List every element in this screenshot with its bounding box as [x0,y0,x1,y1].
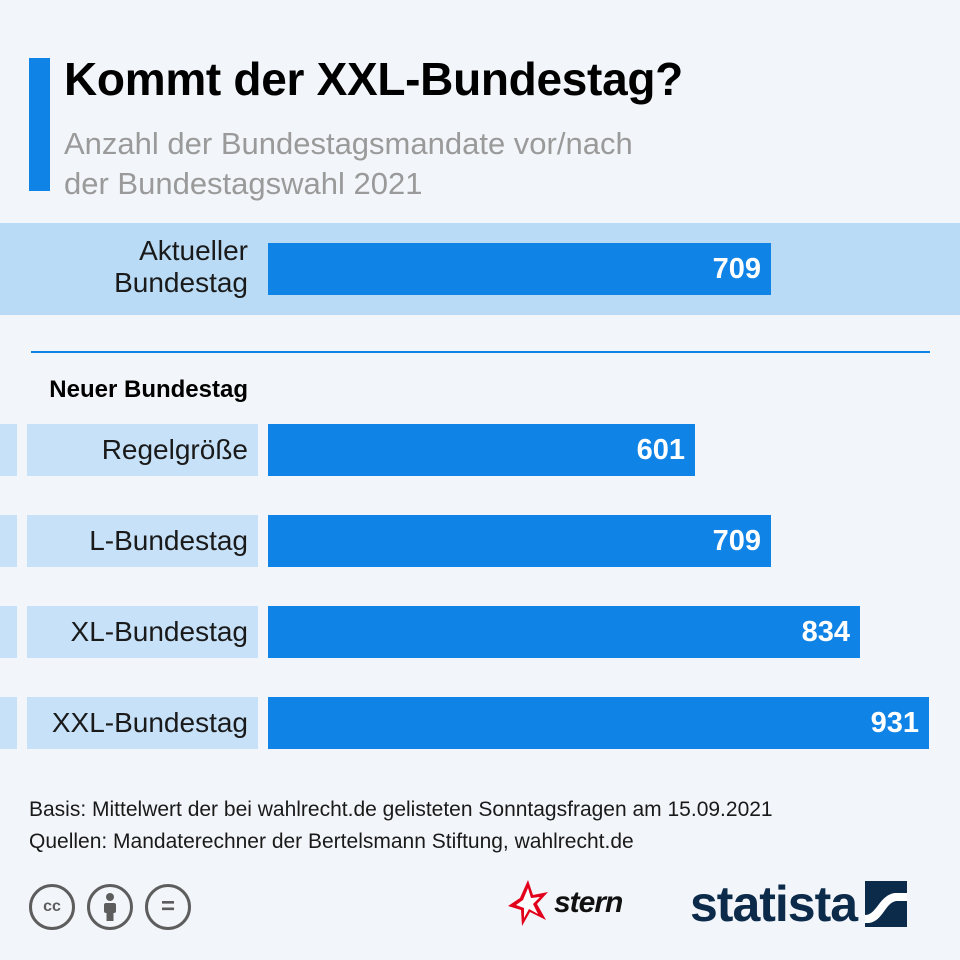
title-accent-bar [29,58,50,191]
chart-footer: Basis: Mittelwert der bei wahlrecht.de g… [29,794,773,858]
bar: 931 [268,697,929,749]
row-stub [0,606,17,658]
bar-value: 601 [636,434,685,466]
chart-subtitle: Anzahl der Bundestagsmandate vor/nach de… [64,124,704,204]
label-box [27,424,258,476]
stern-wordmark: stern [554,886,623,919]
footer-sources: Quellen: Mandaterechner der Bertelsmann … [29,830,634,853]
bar: 709 [268,515,771,567]
section-divider [31,351,930,353]
current-category-label: Aktueller Bundestag [114,235,248,299]
row-stub [0,424,17,476]
category-label: L-Bundestag [89,525,248,556]
stern-star-icon [508,880,548,926]
bar-value: 709 [712,525,761,557]
statista-wordmark: statista [690,876,858,932]
license-icons: cc = [29,884,191,930]
footer-basis: Basis: Mittelwert der bei wahlrecht.de g… [29,798,773,821]
statista-logo: statista [690,876,908,932]
category-label: XXL-Bundestag [51,707,248,738]
label-box [27,515,258,567]
subtitle-line-2: der Bundestagswahl 2021 [64,166,423,201]
chart-title: Kommt der XXL-Bundestag? [64,53,683,105]
nd-icon: = [145,884,191,930]
bar-value: 834 [801,616,850,648]
subtitle-line-1: Anzahl der Bundestagsmandate vor/nach [64,126,633,161]
statista-mark-icon [865,881,908,927]
category-label: Regelgröße [101,434,248,465]
stern-logo: stern [508,880,623,926]
label-box [27,606,258,658]
bar-value: 931 [870,707,919,739]
group-label: Neuer Bundestag [49,376,248,403]
bar-current: 709 [268,243,771,295]
row-stub [0,697,17,749]
category-label: XL-Bundestag [70,616,248,647]
bar: 834 [268,606,860,658]
bar: 601 [268,424,695,476]
current-label-line-1: Aktueller [139,235,248,266]
label-box [27,697,258,749]
row-stub [0,515,17,567]
by-icon [87,884,133,930]
cc-icon: cc [29,884,75,930]
bar-value-current: 709 [712,253,761,285]
current-label-line-2: Bundestag [114,267,248,298]
